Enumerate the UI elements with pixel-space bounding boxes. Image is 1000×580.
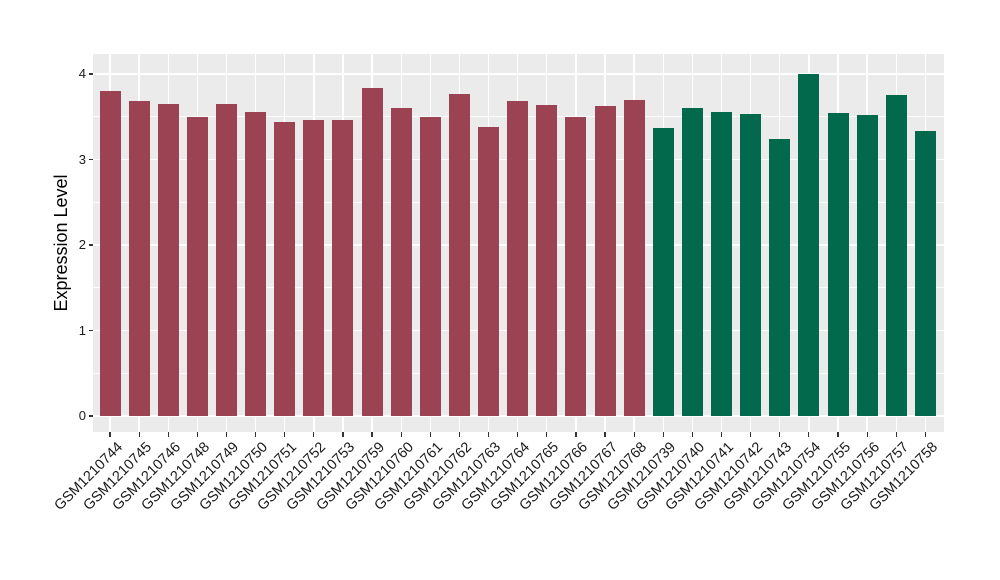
x-tick <box>633 432 635 437</box>
bar-GSM1210740 <box>681 108 703 416</box>
x-tick <box>371 432 373 437</box>
x-tick <box>429 432 431 437</box>
y-tick <box>88 415 93 417</box>
bar-GSM1210756 <box>856 115 878 416</box>
x-tick <box>691 432 693 437</box>
bar-GSM1210755 <box>827 113 849 416</box>
y-tick <box>88 158 93 161</box>
x-tick <box>604 432 606 437</box>
h-gridline-major <box>93 73 944 75</box>
bar-GSM1210749 <box>215 104 237 416</box>
y-tick-label: 4 <box>78 66 86 81</box>
bar-GSM1210765 <box>536 105 558 416</box>
x-tick <box>517 432 519 437</box>
x-tick <box>808 432 810 437</box>
y-tick <box>88 73 93 75</box>
bar-GSM1210741 <box>711 112 733 416</box>
x-tick <box>837 432 839 437</box>
y-tick-label: 3 <box>78 151 86 167</box>
bar-GSM1210766 <box>565 117 587 416</box>
y-tick <box>88 244 93 246</box>
bar-GSM1210759 <box>361 88 383 416</box>
bar-GSM1210768 <box>623 100 645 416</box>
y-tick-label: 2 <box>78 237 86 252</box>
x-tick <box>400 432 402 437</box>
x-tick <box>284 432 286 437</box>
bar-GSM1210760 <box>390 108 412 416</box>
bar-GSM1210743 <box>769 139 791 416</box>
y-tick-label: 1 <box>78 322 86 338</box>
x-tick <box>196 432 198 437</box>
bar-GSM1210761 <box>419 117 441 416</box>
x-tick <box>109 432 111 437</box>
x-tick <box>225 432 228 437</box>
bar-GSM1210752 <box>303 120 325 416</box>
x-tick <box>167 432 169 437</box>
y-tick-label: 0 <box>78 408 86 423</box>
bar-GSM1210751 <box>274 122 296 416</box>
bar-GSM1210763 <box>478 127 500 416</box>
x-tick <box>575 432 577 437</box>
h-gridline-major <box>93 415 944 417</box>
bar-GSM1210758 <box>914 131 936 416</box>
x-tick <box>779 432 781 437</box>
x-tick <box>750 432 752 437</box>
bar-GSM1210745 <box>128 101 150 416</box>
bar-GSM1210767 <box>594 106 616 416</box>
bar-GSM1210748 <box>186 117 208 416</box>
bar-GSM1210753 <box>332 120 354 416</box>
bar-GSM1210739 <box>652 128 674 416</box>
bar-GSM1210742 <box>740 114 762 416</box>
x-tick <box>138 432 140 437</box>
plot-panel <box>93 54 944 432</box>
x-tick <box>924 432 926 437</box>
x-tick <box>458 432 461 437</box>
bar-GSM1210754 <box>798 74 820 416</box>
bar-GSM1210762 <box>448 94 470 416</box>
bar-GSM1210746 <box>157 104 179 416</box>
x-tick <box>255 432 257 437</box>
bar-GSM1210744 <box>99 91 121 416</box>
bar-GSM1210764 <box>507 101 529 416</box>
x-tick <box>866 432 868 437</box>
x-tick <box>342 432 344 437</box>
x-tick <box>895 432 897 437</box>
x-tick <box>662 432 664 437</box>
y-tick <box>88 329 93 332</box>
x-tick <box>487 432 490 437</box>
x-tick <box>720 432 723 437</box>
x-tick <box>546 432 548 437</box>
bar-GSM1210750 <box>245 112 267 416</box>
bar-GSM1210757 <box>885 95 907 416</box>
x-tick <box>313 432 315 437</box>
